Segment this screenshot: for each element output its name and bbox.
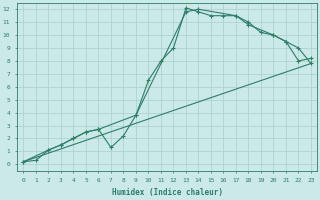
X-axis label: Humidex (Indice chaleur): Humidex (Indice chaleur) (112, 188, 223, 197)
